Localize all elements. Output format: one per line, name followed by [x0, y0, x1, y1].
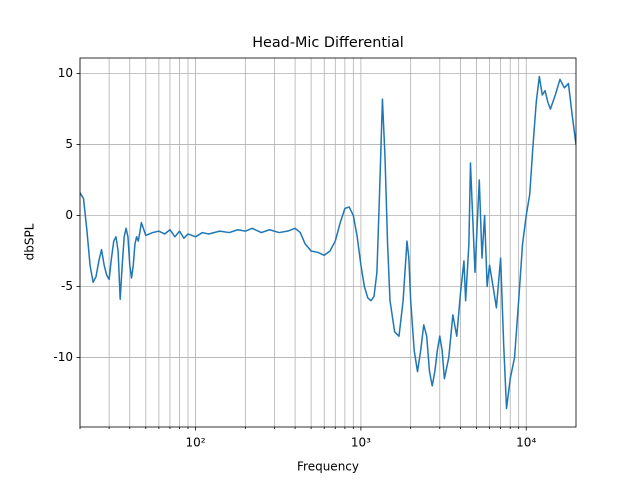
y-tick-label: -10: [53, 350, 73, 364]
x-tick-label: 10⁴: [516, 436, 536, 450]
y-tick-label: 0: [65, 208, 73, 222]
x-tick-label: 10³: [351, 436, 371, 450]
y-tick-label: 5: [65, 137, 73, 151]
y-axis-label: dbSPL: [23, 223, 37, 260]
line: [80, 75, 576, 410]
chart-title: Head-Mic Differential: [252, 35, 404, 51]
x-tick-label: 10²: [186, 436, 206, 450]
y-tick-label: -5: [61, 279, 73, 293]
y-tick-label: 10: [58, 66, 73, 80]
x-axis-label: Frequency: [297, 460, 359, 474]
plot-frame: [79, 57, 577, 428]
